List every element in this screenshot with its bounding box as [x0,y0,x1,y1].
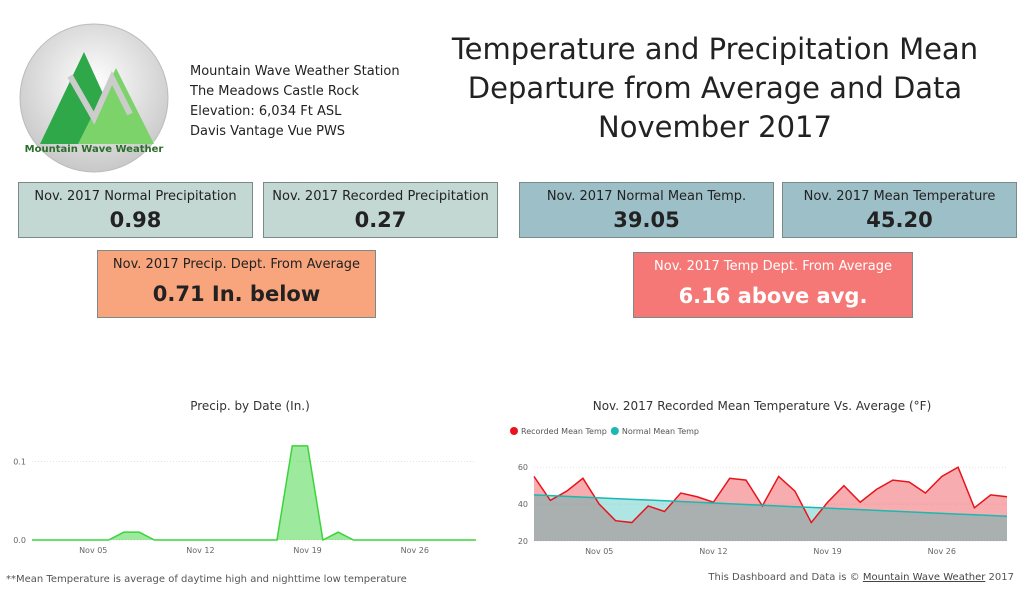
kpi-label: Nov. 2017 Precip. Dept. From Average [112,257,361,272]
x-tick-label: Nov 12 [699,547,727,556]
x-tick-label: Nov 12 [186,546,214,555]
logo-text: Mountain Wave Weather [25,144,164,155]
copyright-prefix: This Dashboard and Data is © [708,572,860,583]
title-line: November 2017 [598,110,832,144]
area-line [533,494,1008,518]
station-info: Mountain Wave Weather Station The Meadows… [190,62,400,142]
area-line [32,445,476,542]
x-tick-label: Nov 05 [79,546,107,555]
kpi-label: Nov. 2017 Recorded Precipitation [272,189,489,204]
kpi-value: 0.27 [354,208,407,232]
area-fill [534,494,1007,541]
chart-title: Precip. by Date (In.) [190,399,310,413]
station-line: The Meadows Castle Rock [190,84,359,99]
chart-title: Nov. 2017 Recorded Mean Temperature Vs. … [593,399,932,413]
copyright: This Dashboard and Data is © Mountain Wa… [708,572,1014,583]
kpi-value: 45.20 [866,208,933,232]
kpi-label: Nov. 2017 Temp Dept. From Average [654,259,892,274]
copyright-link[interactable]: Mountain Wave Weather [862,572,986,583]
x-tick-label: Nov 26 [401,546,429,555]
kpi-card: Nov. 2017 Temp Dept. From Average 6.16 ab… [633,252,913,318]
kpi-card: Nov. 2017 Normal Mean Temp. 39.05 [519,182,774,238]
kpi-card: Nov. 2017 Normal Precipitation 0.98 [18,182,253,238]
kpi-label: Nov. 2017 Normal Precipitation [34,189,237,204]
footnote: **Mean Temperature is average of daytime… [6,574,407,585]
kpi-value: 6.16 above avg. [678,284,868,308]
x-tick-label: Nov 19 [813,547,841,556]
kpi-value: 0.98 [109,208,162,232]
legend-swatch [510,427,518,435]
kpi-card: Nov. 2017 Recorded Precipitation 0.27 [263,182,498,238]
legend-label: Recorded Mean Temp [521,427,607,436]
area-fill [32,445,476,540]
station-line: Mountain Wave Weather Station [190,64,400,79]
legend-swatch [610,427,619,435]
y-tick-label: 40 [518,500,528,509]
x-tick-label: Nov 19 [293,546,321,555]
precip-chart: Precip. by Date (In.) 0.0 0.1 Nov 05 Nov 12 N… [13,399,476,555]
temp-chart: Nov. 2017 Recorded Mean Temperature Vs. … [510,399,1008,556]
x-tick-label: Nov 05 [585,547,613,556]
kpi-card: Nov. 2017 Mean Temperature 45.20 [782,182,1017,238]
dashboard-title: Temperature and Precipitation Mean Depart… [420,30,1010,147]
kpi-value: 39.05 [613,208,680,232]
area-line [533,466,1008,524]
logo: Mountain Wave Weather [19,23,169,173]
title-line: Departure from Average and Data [467,71,963,105]
title-line: Temperature and Precipitation Mean [451,32,979,66]
copyright-suffix: 2017 [988,572,1014,583]
station-line: Davis Vantage Vue PWS [190,124,346,139]
x-tick-label: Nov 26 [928,547,956,556]
kpi-value: 0.71 In. below [152,282,321,306]
y-tick-label: 0.0 [13,536,26,545]
station-line: Elevation: 6,034 Ft ASL [190,104,342,119]
legend-label: Normal Mean Temp [622,427,699,436]
kpi-label: Nov. 2017 Mean Temperature [803,189,996,204]
kpi-card: Nov. 2017 Precip. Dept. From Average 0.71… [97,250,376,318]
y-tick-label: 60 [518,463,528,472]
y-tick-label: 20 [518,537,528,546]
y-tick-label: 0.1 [13,458,26,467]
area-fill [534,467,1007,541]
kpi-label: Nov. 2017 Normal Mean Temp. [546,189,747,204]
